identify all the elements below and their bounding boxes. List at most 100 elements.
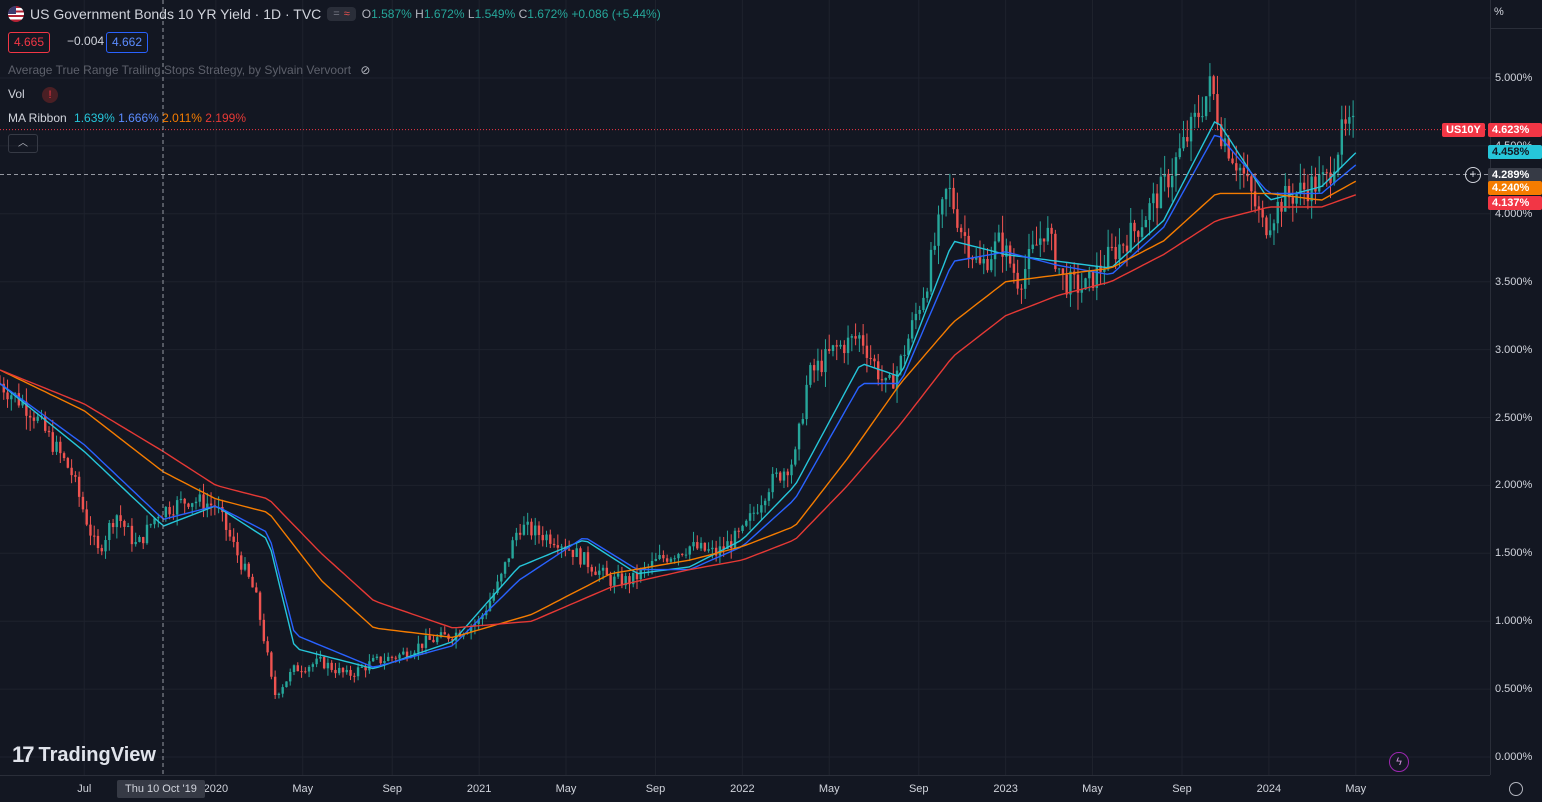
candle-body <box>1235 163 1238 171</box>
candle-body <box>390 656 394 658</box>
candle-body <box>978 257 982 264</box>
candle-body <box>108 523 111 541</box>
vol-legend[interactable]: Vol ! <box>8 87 59 103</box>
price-axis[interactable]: % 5.000%4.500%4.000%3.500%3.000%2.500%2.… <box>1490 0 1542 775</box>
candle-body <box>273 676 277 696</box>
candle-body <box>2 383 5 393</box>
time-axis[interactable]: Jul 2020 May Sep 2021 May Sep 2022 May Sep 2023 May… <box>0 775 1523 802</box>
candle-body <box>763 500 767 506</box>
settings-icon[interactable] <box>1509 782 1523 796</box>
candle-body <box>1114 246 1117 260</box>
y-tick-label: 5.000% <box>1495 72 1533 84</box>
ask-price[interactable]: 4.662 <box>106 32 149 53</box>
unit-label[interactable]: % <box>1494 6 1504 18</box>
minus-icon[interactable]: = <box>333 8 340 20</box>
compare-icon[interactable]: ≈ <box>343 8 350 20</box>
candle-body <box>371 658 375 662</box>
candle-body <box>6 392 9 400</box>
candle-body <box>858 335 861 339</box>
candle-body <box>157 517 160 519</box>
tradingview-logo[interactable]: 17 TradingView <box>12 742 156 768</box>
candle-body <box>383 661 386 664</box>
candle-body <box>70 467 73 476</box>
candle-body <box>560 546 563 548</box>
candle-body <box>44 415 47 431</box>
candle-body <box>74 475 77 477</box>
candle-body <box>1125 245 1129 252</box>
candle-body <box>926 291 929 298</box>
warning-icon[interactable]: ! <box>42 87 59 103</box>
candle-body <box>1080 289 1083 293</box>
x-tick-label: May <box>555 783 577 795</box>
candle-body <box>1348 117 1351 124</box>
chart-area[interactable]: US Government Bonds 10 YR Yield · 1D · T… <box>0 0 1490 775</box>
candle-body <box>198 494 201 502</box>
candle-body <box>880 379 884 381</box>
candle-body <box>142 537 145 544</box>
candle-body <box>971 258 974 260</box>
candle-body <box>910 320 914 339</box>
candle-body <box>1057 268 1061 270</box>
price-plot[interactable] <box>0 0 1490 775</box>
low-label: L <box>467 7 475 21</box>
candle-body <box>752 512 756 514</box>
candle-body <box>224 512 228 530</box>
candle-body <box>402 651 405 655</box>
add-alert-icon[interactable]: + <box>1465 167 1481 183</box>
candle-body <box>575 548 578 557</box>
candle-body <box>865 345 869 358</box>
candle-body <box>300 671 303 673</box>
lightning-icon[interactable]: ϟ <box>1389 752 1409 772</box>
close-value: 1.672% <box>527 7 568 21</box>
candle-body <box>1152 193 1155 204</box>
candle-body <box>703 542 707 551</box>
candle-body <box>620 573 624 586</box>
x-tick-label: Sep <box>645 783 666 795</box>
candle-body <box>839 344 842 347</box>
candle-body <box>266 641 269 653</box>
ma1-value: 1.639% <box>74 111 115 125</box>
candle-body <box>711 547 714 550</box>
candle-body <box>119 515 122 522</box>
chevron-up-icon[interactable]: ︿ <box>18 138 28 149</box>
ma-ribbon-legend[interactable]: MA Ribbon 1.639% 1.666% 2.011% 2.199% <box>8 111 246 125</box>
candle-body <box>473 623 477 627</box>
bid-price[interactable]: 4.665 <box>8 32 51 53</box>
candle-body <box>583 552 586 565</box>
candle-body <box>496 581 499 593</box>
candle-body <box>805 384 808 420</box>
candle-body <box>1091 271 1095 288</box>
candle-body <box>187 503 190 507</box>
candle-body <box>443 632 446 635</box>
candle-body <box>93 535 96 537</box>
candle-body <box>100 548 103 552</box>
chart-tools-chip[interactable]: = ≈ <box>327 7 356 21</box>
x-tick-label: 2024 <box>1256 783 1282 795</box>
strategy-legend[interactable]: Average True Range Trailing Stops Strate… <box>8 63 370 77</box>
candle-body <box>854 336 857 339</box>
candle-body <box>677 553 680 559</box>
candle-body <box>518 532 522 535</box>
candle-body <box>507 558 511 563</box>
candle-body <box>500 573 503 582</box>
candle-body <box>601 567 605 571</box>
collapse-legend-button[interactable]: ︿ <box>8 134 38 153</box>
candle-body <box>138 537 141 542</box>
candle-body <box>126 525 130 527</box>
y-tick-label: 3.000% <box>1495 343 1533 356</box>
eye-off-icon[interactable]: ⊘ <box>360 63 371 77</box>
candle-body <box>952 187 955 210</box>
candle-body <box>737 530 740 532</box>
candle-body <box>820 360 823 373</box>
candle-body <box>571 549 575 557</box>
candle-body <box>232 536 235 542</box>
candle-body <box>662 554 665 559</box>
candle-body <box>194 501 198 504</box>
candle-body <box>488 600 492 611</box>
candle-body <box>1269 230 1272 236</box>
y-tick-label: 1.000% <box>1495 615 1533 628</box>
candle-body <box>1216 94 1219 125</box>
candle-body <box>81 496 85 510</box>
candle-body <box>202 494 205 510</box>
candle-body <box>364 666 367 671</box>
